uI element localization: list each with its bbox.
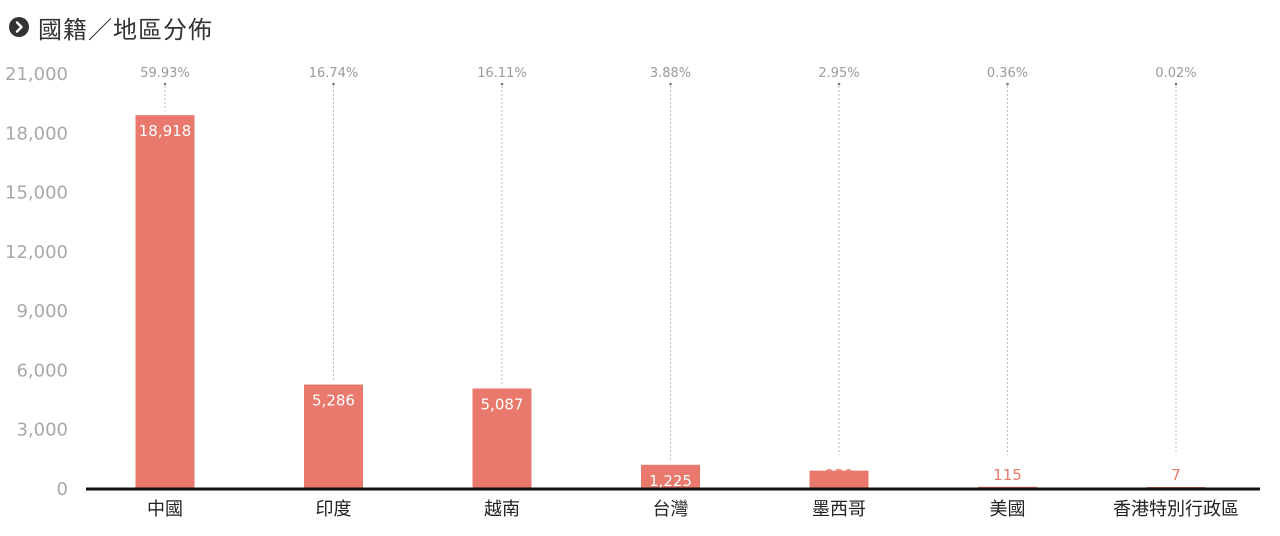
value-label: 18,918 bbox=[139, 122, 192, 140]
category-label: 美國 bbox=[990, 499, 1026, 520]
chart-title: 國籍／地區分佈 bbox=[38, 15, 213, 44]
leader-dot bbox=[332, 82, 335, 86]
y-tick-label: 15,000 bbox=[5, 183, 68, 204]
bar bbox=[304, 384, 363, 489]
y-tick-label: 0 bbox=[57, 479, 68, 500]
leader-dot bbox=[1174, 82, 1178, 86]
bar bbox=[641, 464, 700, 489]
value-label: 115 bbox=[993, 466, 1022, 484]
y-tick-label: 9,000 bbox=[16, 301, 68, 322]
percent-label: 59.93% bbox=[140, 66, 190, 81]
leader-dot bbox=[500, 82, 504, 86]
category-label: 台灣 bbox=[653, 499, 689, 520]
percent-label: 16.11% bbox=[477, 66, 527, 81]
category-label: 香港特別行政區 bbox=[1113, 499, 1239, 520]
chevron-right-circle-icon bbox=[9, 17, 29, 37]
leader-dot bbox=[837, 82, 841, 86]
y-tick-label: 21,000 bbox=[5, 64, 68, 85]
bar bbox=[472, 388, 532, 489]
percent-label: 0.36% bbox=[987, 66, 1028, 81]
category-label: 中國 bbox=[147, 499, 183, 520]
y-tick-label: 6,000 bbox=[16, 360, 68, 381]
y-tick-label: 18,000 bbox=[5, 123, 68, 144]
percent-label: 0.02% bbox=[1155, 66, 1196, 81]
value-label: 930 bbox=[825, 466, 854, 484]
percent-label: 2.95% bbox=[818, 66, 859, 81]
y-tick-label: 12,000 bbox=[5, 242, 68, 263]
leader-dot bbox=[1006, 82, 1009, 86]
value-label: 5,286 bbox=[312, 392, 355, 410]
value-label: 7 bbox=[1171, 466, 1181, 484]
leader-dot bbox=[163, 82, 167, 86]
value-label: 1,225 bbox=[649, 472, 692, 490]
bar bbox=[135, 115, 195, 489]
value-label: 5,087 bbox=[481, 395, 524, 413]
category-label: 墨西哥 bbox=[812, 499, 866, 520]
category-label: 越南 bbox=[484, 499, 520, 520]
chart-header: 國籍／地區分佈 bbox=[8, 10, 213, 44]
percent-label: 16.74% bbox=[309, 66, 359, 81]
bar bbox=[809, 470, 869, 489]
leader-dot bbox=[669, 82, 672, 86]
category-label: 印度 bbox=[316, 499, 352, 520]
y-tick-label: 3,000 bbox=[16, 420, 68, 441]
percent-label: 3.88% bbox=[650, 66, 691, 81]
